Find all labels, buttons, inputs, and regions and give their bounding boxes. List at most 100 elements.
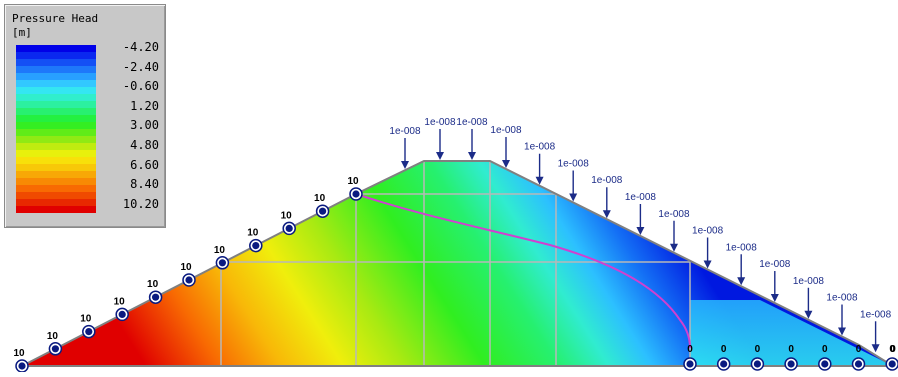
legend-swatch — [16, 129, 96, 137]
flux-arrow-head — [804, 310, 813, 319]
boundary-value-label: 10 — [80, 314, 92, 325]
boundary-node[interactable] — [888, 360, 896, 368]
legend-label: 1.20 — [130, 98, 159, 113]
legend-swatch — [16, 115, 96, 123]
boundary-node[interactable] — [85, 328, 93, 336]
legend-label: 3.00 — [130, 118, 159, 133]
legend-swatch — [16, 45, 96, 53]
boundary-node[interactable] — [352, 190, 360, 198]
flux-value-label: 1e-008 — [490, 125, 522, 136]
flux-value-label: 1e-008 — [860, 309, 892, 320]
legend-label: -2.40 — [122, 59, 159, 74]
boundary-value-label: 0 — [856, 344, 862, 355]
flux-value-label: 1e-008 — [524, 142, 556, 153]
boundary-value-label: 0 — [788, 344, 794, 355]
legend-swatch — [16, 94, 96, 102]
legend-swatch — [16, 73, 96, 81]
boundary-value-label: 10 — [247, 228, 259, 239]
legend-label: 6.60 — [130, 157, 159, 172]
boundary-node[interactable] — [185, 276, 193, 284]
boundary-value-label: 10 — [281, 210, 293, 221]
legend-label: -0.60 — [122, 79, 159, 94]
legend-swatch — [16, 136, 96, 144]
flux-value-label: 1e-008 — [826, 293, 858, 304]
flux-arrow-head — [670, 243, 678, 252]
boundary-value-label: 10 — [214, 245, 226, 256]
boundary-value-label: 10 — [13, 348, 25, 359]
boundary-node[interactable] — [821, 360, 829, 368]
legend-swatch — [16, 192, 96, 200]
legend-swatch — [16, 66, 96, 74]
boundary-node[interactable] — [686, 360, 694, 368]
boundary-value-label: 0 — [822, 344, 828, 355]
flux-arrow-head — [602, 210, 611, 219]
boundary-value-label: 10 — [47, 331, 59, 342]
flux-value-label: 1e-008 — [625, 192, 657, 203]
zero-boundary-markers[interactable]: 0 0 0 0 0 0 00 — [683, 344, 898, 371]
flux-value-label: 1e-008 — [591, 175, 623, 186]
boundary-node[interactable] — [252, 242, 260, 250]
legend-panel[interactable]: Pressure Head [m] -4.20 -2.40 -0.60 1.20 3.0… — [4, 4, 166, 228]
flux-value-label: 1e-008 — [456, 117, 488, 128]
legend-swatch — [16, 52, 96, 60]
boundary-node[interactable] — [51, 345, 60, 353]
flux-arrow-head — [401, 161, 409, 169]
legend-unit: [m] — [12, 26, 32, 39]
flux-arrow-head — [737, 277, 746, 286]
legend-swatch — [16, 157, 96, 165]
boundary-node[interactable] — [753, 360, 762, 368]
toe-zone — [690, 300, 893, 366]
boundary-value-label: 10 — [180, 262, 192, 273]
flux-arrow-head — [838, 327, 846, 336]
flux-arrow-head — [636, 226, 645, 235]
boundary-value-label: 10 — [147, 279, 159, 290]
boundary-node[interactable] — [720, 360, 728, 368]
flux-value-label: 1e-008 — [759, 259, 791, 270]
legend-swatch — [16, 122, 96, 130]
flux-value-label: 1e-008 — [424, 117, 456, 128]
flux-arrow-head — [535, 176, 544, 185]
legend-swatch — [16, 150, 96, 158]
flux-value-label: 1e-008 — [658, 209, 690, 220]
boundary-node[interactable] — [118, 310, 126, 318]
legend-label: 8.40 — [130, 177, 159, 192]
legend-label: 10.20 — [122, 196, 159, 211]
boundary-value-label: 0 — [755, 344, 761, 355]
boundary-value-label: 0 — [687, 344, 693, 355]
boundary-node[interactable] — [218, 259, 226, 267]
seepage-line — [355, 193, 691, 349]
flux-arrow-head — [502, 159, 510, 168]
boundary-node[interactable] — [285, 224, 293, 232]
legend-swatch — [16, 143, 96, 151]
boundary-node[interactable] — [854, 360, 863, 368]
legend-swatch — [16, 59, 96, 67]
boundary-node[interactable] — [787, 360, 795, 368]
legend-swatch — [16, 185, 96, 193]
legend-swatch — [16, 87, 96, 95]
flux-arrow-head — [871, 344, 880, 353]
flux-value-label: 1e-008 — [558, 158, 590, 169]
flux-arrow-head — [770, 294, 779, 303]
boundary-node[interactable] — [152, 293, 160, 301]
flux-value-label: 1e-008 — [692, 226, 724, 237]
boundary-value-label: 10 — [314, 193, 326, 204]
legend-swatch — [16, 80, 96, 88]
legend-swatch — [16, 199, 96, 207]
legend-label: 4.80 — [130, 138, 159, 152]
flux-value-label: 1e-008 — [389, 126, 421, 137]
boundary-value-label: 0 — [890, 344, 896, 355]
head-boundary-markers[interactable]: 10 10 10 10 10 10 10 10 10 10 10 — [13, 176, 363, 373]
legend-swatch — [16, 164, 96, 172]
boundary-node[interactable] — [319, 207, 327, 215]
flux-arrow-head — [436, 152, 444, 160]
flux-arrow-head — [703, 260, 712, 269]
legend-swatch — [16, 178, 96, 186]
boundary-value-label: 0 — [721, 344, 727, 355]
legend-swatch — [16, 206, 96, 213]
boundary-node[interactable] — [18, 362, 26, 370]
boundary-value-label: 10 — [347, 176, 359, 187]
flux-arrow-head — [468, 152, 476, 160]
